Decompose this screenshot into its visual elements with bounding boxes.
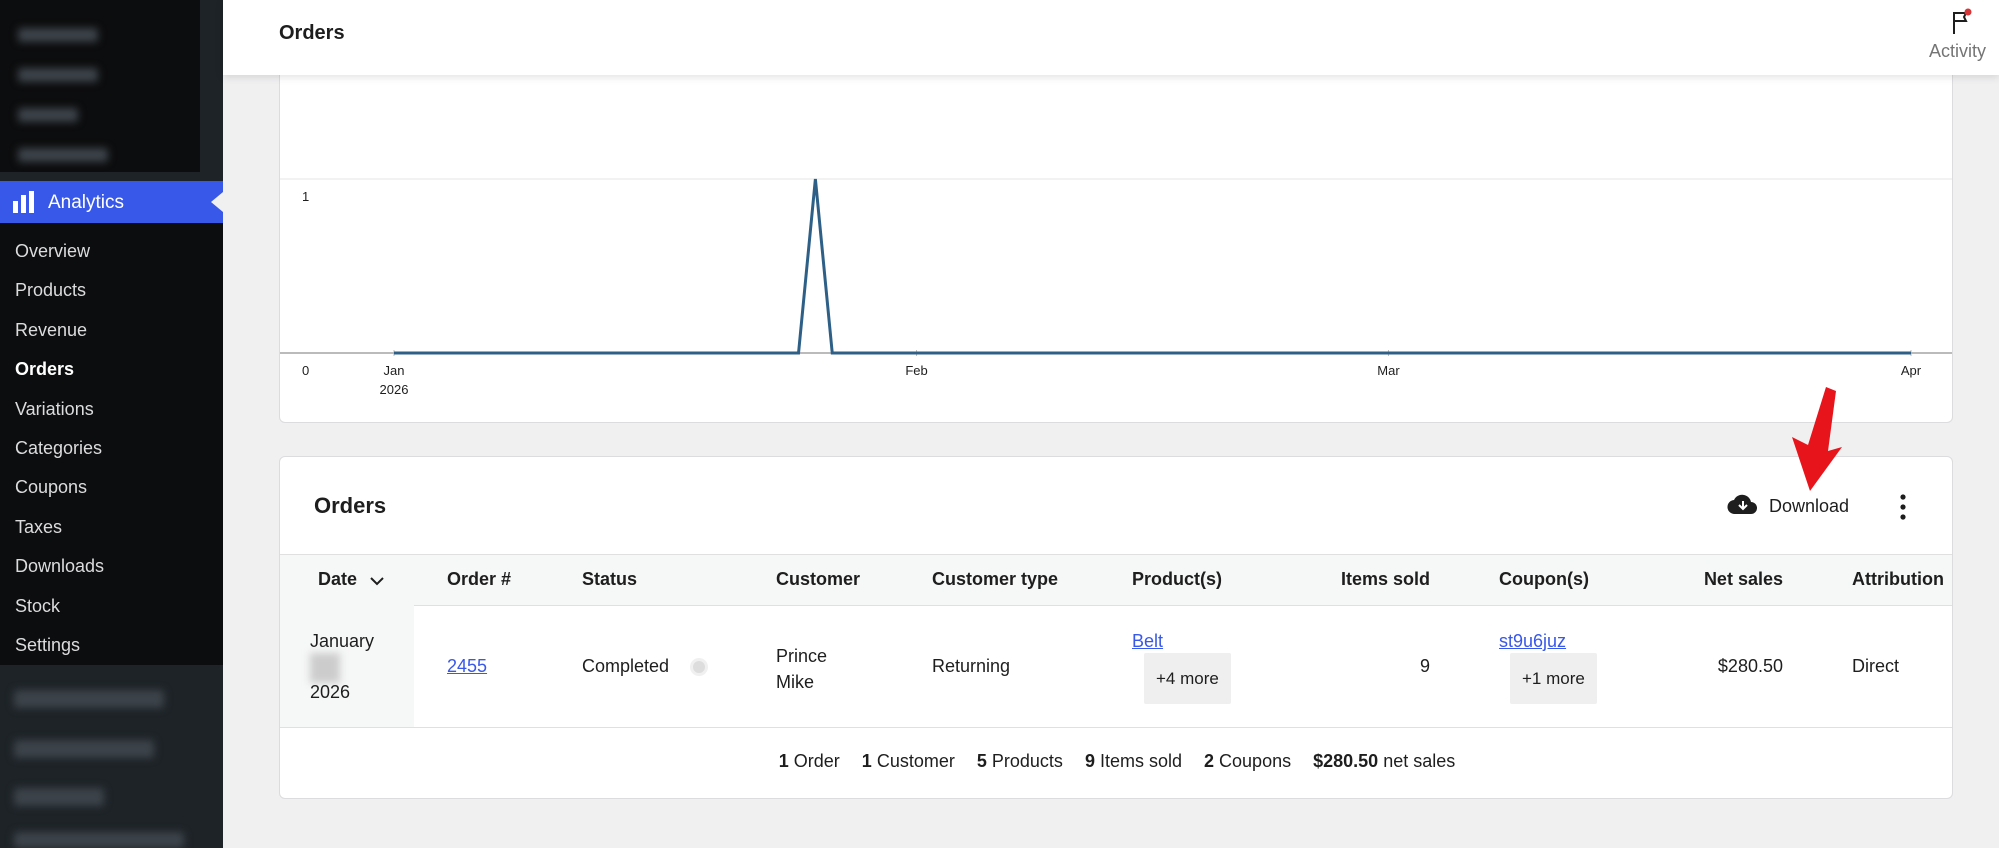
cell-status: Completed [582,656,670,676]
blurred-item [14,690,164,708]
menu-item[interactable]: Categories [15,438,103,458]
cell-customer-type: Returning [932,656,1011,676]
y-tick-label: 0 [302,363,309,378]
sort-icon[interactable] [368,575,388,587]
x-tick-label: Feb [905,363,927,378]
more-pill[interactable]: +1 more [1510,653,1597,704]
blurred-item [14,788,104,806]
menu-item[interactable]: Variations [15,398,94,419]
menu-label: Analytics [48,192,125,213]
product-link[interactable]: Belt [1132,631,1164,651]
sidebar-top [0,0,200,172]
blurred-item [18,68,98,82]
page-title: Orders [279,22,345,44]
column-header: Customer [776,569,861,589]
summary-label: Order [793,751,840,771]
chart: 0 1 Jan 2026 Feb Mar Apr [280,178,1952,397]
cell-customer: Prince Mike [776,646,828,692]
summary-count: 1 [861,751,872,771]
column-header: Attribution [1852,569,1944,589]
table-header-row [280,554,1952,606]
menu-item[interactable]: Orders [15,359,75,380]
coupon-link[interactable]: st9u6juz [1499,631,1567,651]
column-header: Customer type [932,569,1059,589]
menu-item[interactable]: Revenue [15,319,88,340]
column-header: Order # [447,569,512,589]
submenu-bg [0,223,223,665]
menu-item[interactable]: Overview [15,241,91,261]
blurred-date [310,653,340,683]
cell-date: January [310,631,375,651]
menu-item[interactable]: Taxes [15,516,63,537]
summary-item: 2 Coupons [1204,751,1291,771]
more-pill[interactable]: +4 more [1144,653,1231,704]
table-card: Orders Download 1 Order 1 Customer 5 Produ… [279,456,1953,799]
analytics-menu[interactable]: Analytics [0,181,223,223]
menu-item[interactable]: Stock [15,595,61,616]
menu-pointer [211,192,223,212]
activity-icon[interactable] [1949,8,1973,36]
status-dot [690,658,708,676]
menu-item[interactable]: Coupons [15,477,88,498]
cell-items-sold: 9 [1419,656,1430,676]
summary: 1 Order 1 Customer 5 Products 9 Items sold 2… [280,751,1952,772]
x-tick-label: Mar [1377,363,1400,378]
table-title: Orders [314,493,387,518]
red-arrow [1792,387,1842,491]
summary-item: 5 Products [977,751,1063,771]
x-tick-sublabel: 2026 [380,382,409,397]
summary-count: $280.50 [1313,751,1379,771]
column-header: Status [582,569,638,589]
x-tick-label: Jan [384,363,405,378]
blurred-item [18,148,108,162]
column-header[interactable]: Date [318,569,358,589]
header: Orders Activity [223,0,1999,75]
summary-count: 2 [1204,751,1215,771]
cell-net-sales: $280.50 [1717,656,1783,676]
y-tick-label: 1 [302,189,309,204]
line [394,178,1911,355]
column-header: Net sales [1703,569,1783,589]
more-menu[interactable] [1898,493,1908,521]
summary-label: net sales [1383,751,1456,771]
blurred-item [14,832,184,848]
chart-card: 0 1 Jan 2026 Feb Mar Apr [279,60,1953,423]
row-divider [280,727,1952,728]
column-header: Items sold [1340,569,1430,589]
summary-label: Coupons [1219,751,1292,771]
summary-item: 1 Order [779,751,840,771]
blurred-item [18,28,98,42]
summary-label: Items sold [1099,751,1182,771]
column-header: Coupon(s) [1499,569,1589,589]
x-tick-label: Apr [1901,363,1922,378]
activity-label[interactable]: Activity [1929,41,1987,61]
download-button[interactable]: Download [1769,496,1850,516]
download-icon[interactable] [1727,492,1759,516]
sorted-column-cell [280,605,414,727]
order-link[interactable]: 2455 [447,656,488,676]
summary-label: Customer [876,751,955,771]
sidebar: Analytics Overview Products Revenue Orders V… [0,0,223,848]
analytics-icon [13,191,34,213]
summary-count: 9 [1084,751,1095,771]
summary-label: Products [991,751,1063,771]
summary-item: 1 Customer [862,751,955,771]
summary-item: $280.50 net sales [1313,751,1455,771]
cell-date: 2026 [310,682,351,702]
blurred-item [14,740,154,758]
summary-count: 5 [976,751,987,771]
menu-item[interactable]: Settings [15,635,81,655]
menu-item[interactable]: Downloads [15,556,105,577]
menu-item[interactable]: Products [15,280,87,301]
summary-count: 1 [778,751,789,771]
column-header: Product(s) [1132,569,1222,589]
cell-attribution: Direct [1852,656,1900,676]
blurred-item [18,108,78,122]
summary-item: 9 Items sold [1085,751,1182,771]
